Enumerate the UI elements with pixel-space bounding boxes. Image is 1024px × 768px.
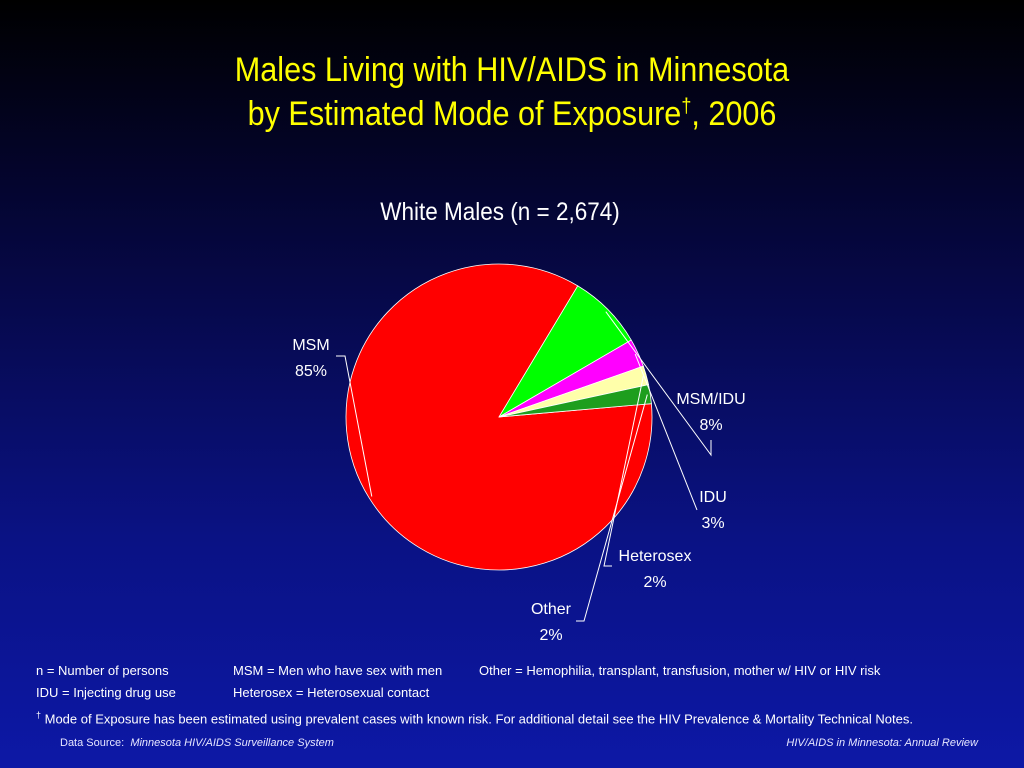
slide-title-line2: by Estimated Mode of Exposure†, 2006 — [51, 92, 973, 136]
slice-value-msm: 85% — [295, 363, 327, 380]
chart-title: White Males (n = 2,674) — [380, 198, 620, 226]
footnote-row-1: n = Number of persons MSM = Men who have … — [36, 660, 913, 682]
data-source-label: Data Source: — [60, 737, 125, 749]
slice-labels: MSM 85% MSM/IDU 8% IDU 3% Heterosex 2% Other 2% — [292, 337, 745, 644]
slide-title-line1: Males Living with HIV/AIDS in Minnesota — [234, 51, 790, 89]
slice-value-other: 2% — [539, 627, 562, 644]
leader-line-heterosex — [603, 376, 644, 567]
leader-line-idu — [634, 353, 698, 511]
leader-lines — [336, 311, 712, 622]
note-other-definition: Other = Hemophilia, transplant, transfus… — [479, 663, 881, 678]
note-dagger: † — [36, 710, 42, 720]
slice-label-msm-idu: MSM/IDU — [676, 391, 745, 408]
leader-line-other — [576, 394, 648, 622]
footnote-row-3: † Mode of Exposure has been estimated us… — [36, 704, 913, 730]
pie-slices — [345, 263, 653, 571]
footnote-row-2: IDU = Injecting drug use Heterosex = Hete… — [36, 682, 913, 704]
slide-title: Males Living with HIV/AIDS in Minnesota … — [51, 48, 973, 136]
data-source-name: Minnesota HIV/AIDS Surveillance System — [130, 737, 334, 749]
slice-value-msm-idu: 8% — [699, 417, 722, 434]
title-line2-text: by Estimated Mode of Exposure — [247, 95, 682, 133]
note-n-definition: n = Number of persons — [36, 663, 169, 678]
note-heterosex-definition: Heterosex = Heterosexual contact — [233, 685, 430, 700]
footnotes: n = Number of persons MSM = Men who have … — [36, 660, 913, 730]
leader-line-msm — [336, 355, 373, 497]
slice-label-heterosex: Heterosex — [619, 548, 692, 565]
slice-label-other: Other — [531, 601, 572, 618]
pie-slice-other — [498, 384, 652, 418]
dagger-mark: † — [681, 95, 692, 118]
note-mode-of-exposure: Mode of Exposure has been estimated usin… — [41, 711, 913, 727]
footer-data-source: Data Source: Minnesota HIV/AIDS Surveill… — [60, 737, 334, 749]
slice-label-msm: MSM — [292, 337, 329, 354]
title-year: , 2006 — [691, 95, 777, 133]
slice-label-idu: IDU — [699, 489, 727, 506]
note-msm-definition: MSM = Men who have sex with men — [233, 663, 443, 678]
slice-value-heterosex: 2% — [643, 574, 666, 591]
pie-slice-msm — [345, 263, 653, 571]
leader-line-msm-idu — [605, 311, 712, 457]
footer-report-title: HIV/AIDS in Minnesota: Annual Review — [786, 737, 978, 749]
note-idu-definition: IDU = Injecting drug use — [36, 685, 176, 700]
slice-value-idu: 3% — [701, 515, 724, 532]
